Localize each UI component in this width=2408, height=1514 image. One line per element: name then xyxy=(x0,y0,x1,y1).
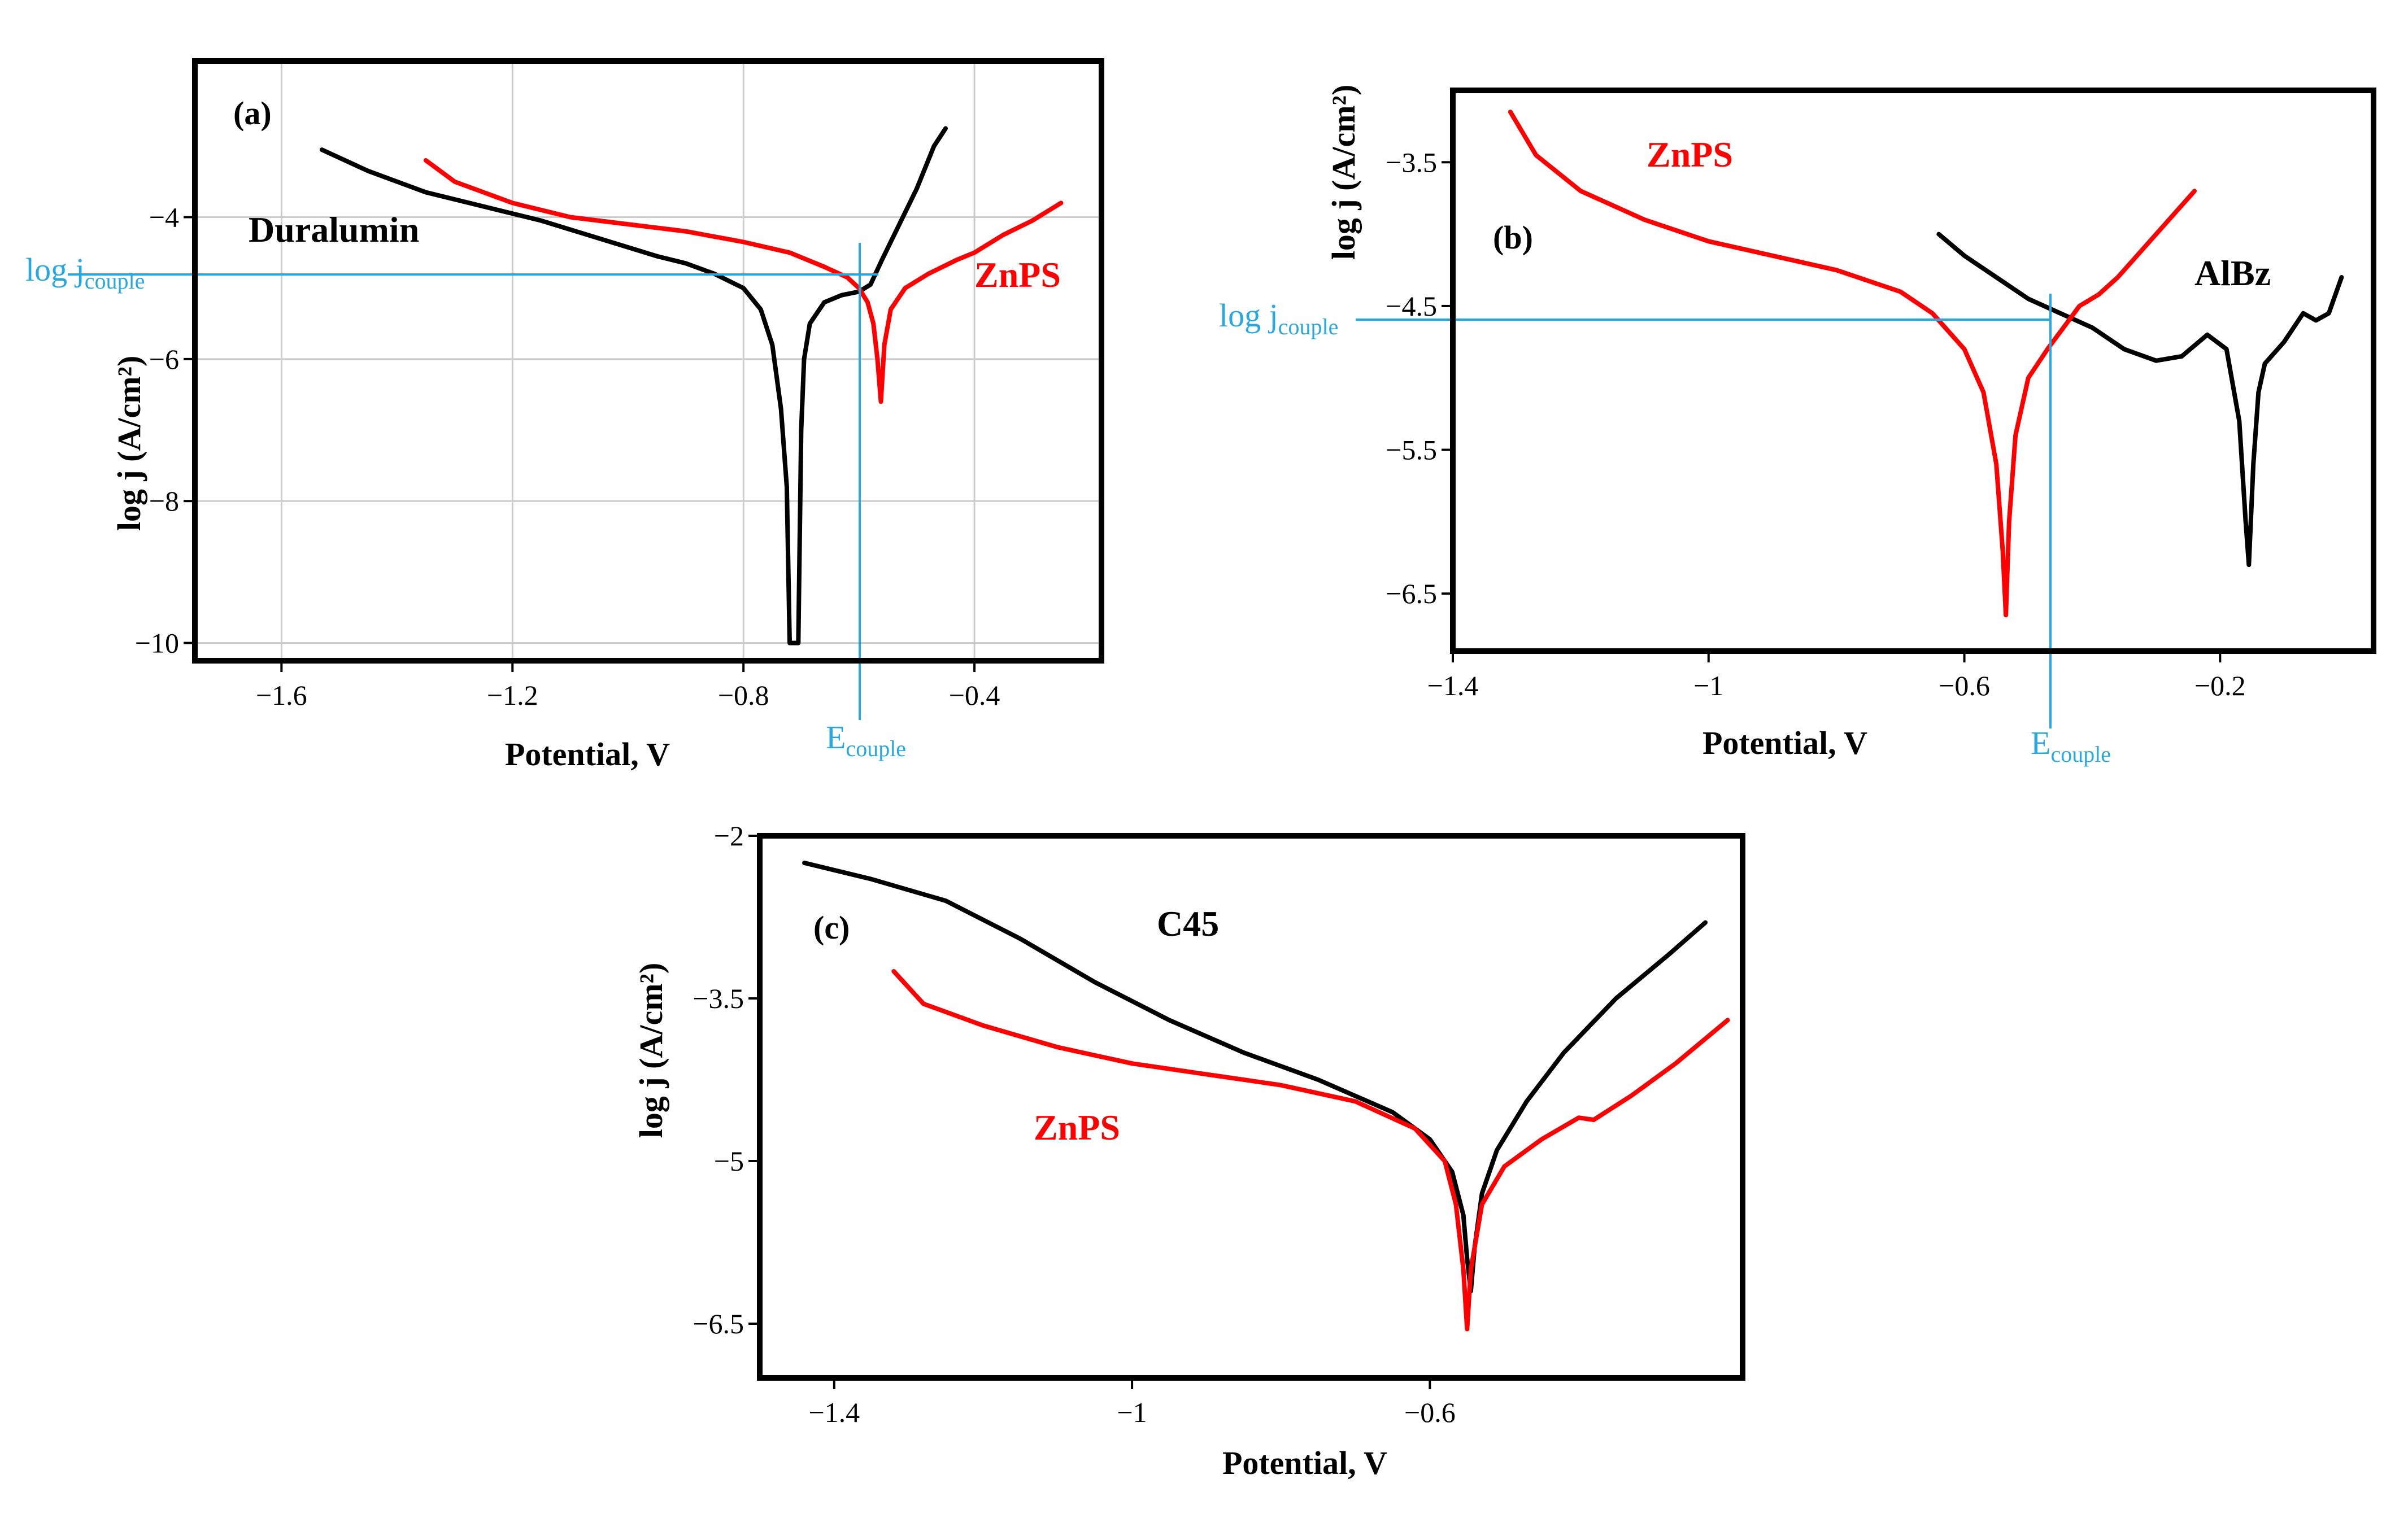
panel-a-series-label-duralumin: Duralumin xyxy=(249,210,419,250)
panel-a-grid xyxy=(195,61,1101,661)
panel-c-curve-znps xyxy=(891,969,1730,1332)
panel-b-curve-znps xyxy=(1508,110,2197,618)
panel-c-x-tick-label: −1.4 xyxy=(808,1397,860,1428)
panel-c-curve-c45 xyxy=(802,861,1708,1294)
panel-a-log-j-couple-sub: couple xyxy=(85,268,145,294)
panel-a-y-ticks: −4 −6 −8 −10 xyxy=(135,201,192,659)
panel-b-e-couple-label: Ecouple xyxy=(2031,725,2111,767)
panel-b-y-tick-label: −3.5 xyxy=(1386,146,1437,178)
panel-b-series-label-znps: ZnPS xyxy=(1647,134,1733,174)
panel-a-x-tick-label: −1.6 xyxy=(256,679,307,711)
panel-c-y-axis-title: log j (A/cm²) xyxy=(633,963,669,1138)
panel-c: −1.4 −1 −0.6 −2 −3.5 −5 −6.5 (c) C45 ZnPS Pot… xyxy=(633,820,1745,1481)
panel-a-label: (a) xyxy=(233,95,272,132)
panel-b-label: (b) xyxy=(1493,219,1533,256)
panel-a-x-tick-label: −0.4 xyxy=(949,679,1000,711)
panel-c-label: (c) xyxy=(813,909,850,946)
panel-b-log-j-couple-main: log j xyxy=(1219,297,1278,334)
panel-a-y-tick-label: −8 xyxy=(149,485,179,517)
panel-b-curves xyxy=(1508,110,2344,618)
panel-c-y-tick-label: −3.5 xyxy=(693,983,744,1014)
panel-b-y-tick-label: −4.5 xyxy=(1386,290,1437,322)
panel-a-curve-znps xyxy=(423,158,1064,404)
panel-c-y-tick-label: −6.5 xyxy=(693,1308,744,1340)
panel-b: −1.4 −1 −0.6 −0.2 −3.5 −4.5 −5.5 −6.5 (b) AlBz… xyxy=(1219,85,2376,767)
panel-b-series-label-albz: AlBz xyxy=(2194,253,2271,293)
panel-b-x-tick-label: −0.6 xyxy=(1939,670,1990,701)
panel-b-x-ticks: −1.4 −1 −0.6 −0.2 xyxy=(1427,654,2246,701)
panel-c-x-ticks: −1.4 −1 −0.6 xyxy=(808,1381,1456,1428)
panel-b-x-axis-title: Potential, V xyxy=(1702,725,1867,761)
panel-a-frame xyxy=(192,58,1104,664)
panel-b-y-axis-title: log j (A/cm²) xyxy=(1325,85,1362,260)
panel-a-y-tick-label: −6 xyxy=(149,343,179,375)
panel-a-x-axis-title: Potential, V xyxy=(505,736,670,773)
panel-a-y-tick-label: −10 xyxy=(135,627,179,659)
panel-b-y-ticks: −3.5 −4.5 −5.5 −6.5 xyxy=(1386,146,1450,609)
panel-b-log-j-couple-sub: couple xyxy=(1278,314,1339,339)
panel-a-curves xyxy=(319,126,1064,645)
panel-a-x-tick-label: −1.2 xyxy=(487,679,538,711)
panel-a-log-j-couple-label: log jcouple xyxy=(25,251,145,294)
panel-b-y-tick-label: −5.5 xyxy=(1386,434,1437,466)
panel-c-x-tick-label: −1 xyxy=(1117,1397,1147,1428)
panel-a-x-ticks: −1.6 −1.2 −0.8 −0.4 xyxy=(256,664,1000,711)
panel-a-e-couple-label: Ecouple xyxy=(826,719,906,761)
panel-c-series-label-znps: ZnPS xyxy=(1034,1107,1120,1148)
panel-a-y-axis-title: log j (A/cm²) xyxy=(111,356,147,531)
panel-c-x-tick-label: −0.6 xyxy=(1404,1397,1456,1428)
panel-b-x-tick-label: −0.2 xyxy=(2194,670,2246,701)
panel-a-x-tick-label: −0.8 xyxy=(718,679,769,711)
panel-c-x-axis-title: Potential, V xyxy=(1222,1445,1387,1481)
panel-c-series-label-c45: C45 xyxy=(1157,904,1219,944)
panel-a-e-couple-main: E xyxy=(826,719,846,756)
panel-c-y-tick-label: −2 xyxy=(714,820,744,852)
panel-a-y-tick-label: −4 xyxy=(149,201,179,233)
panel-c-y-ticks: −2 −3.5 −5 −6.5 xyxy=(693,820,757,1340)
panel-b-y-tick-label: −6.5 xyxy=(1386,578,1437,609)
panel-b-frame xyxy=(1450,88,2376,654)
panel-b-x-tick-label: −1 xyxy=(1693,670,1723,701)
panel-a-e-couple-sub: couple xyxy=(846,736,906,761)
panel-b-log-j-couple-label: log jcouple xyxy=(1219,297,1338,339)
panel-b-curve-albz xyxy=(1936,232,2344,568)
panel-a-curve-duralumin xyxy=(319,126,948,645)
panel-c-frame xyxy=(757,833,1745,1381)
panel-b-e-couple-main: E xyxy=(2031,725,2050,761)
panel-c-y-tick-label: −5 xyxy=(714,1145,744,1177)
panel-c-curves xyxy=(802,861,1730,1332)
panel-a-log-j-couple-main: log j xyxy=(25,251,85,288)
panel-b-x-tick-label: −1.4 xyxy=(1427,670,1479,701)
panel-b-e-couple-sub: couple xyxy=(2050,741,2111,767)
panel-a-series-label-znps: ZnPS xyxy=(974,255,1061,295)
panel-a: −1.6 −1.2 −0.8 −0.4 −4 −6 −8 −10 (a) Duralumin… xyxy=(25,58,1104,773)
